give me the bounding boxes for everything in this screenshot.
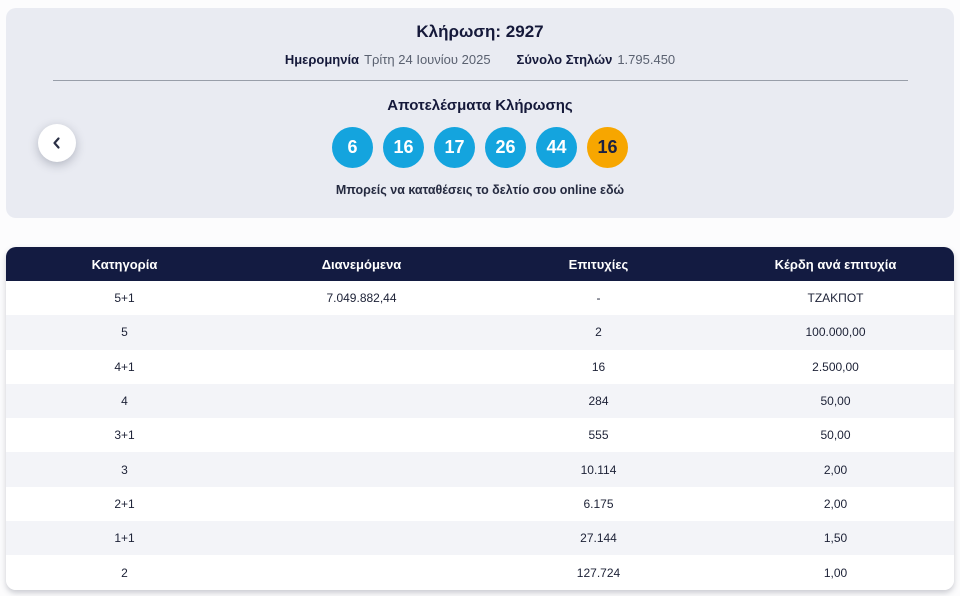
draw-results-panel: Κλήρωση: 2927 Ημερομηνία Τρίτη 24 Ιουνίου…	[6, 8, 954, 218]
winning-number-ball: 6	[332, 127, 373, 168]
table-cell: 7.049.882,44	[326, 291, 397, 306]
prize-table-header: Κατηγορία Διανεμόμενα Επιτυχίες Κέρδη ανά ε…	[6, 247, 954, 281]
table-cell: 4	[121, 394, 128, 409]
table-cell: 3	[121, 462, 128, 477]
table-row: 3+1 555 50,00	[6, 418, 954, 453]
winning-numbers: 6 16 17 26 44 16	[6, 127, 954, 168]
draw-meta: Ημερομηνία Τρίτη 24 Ιουνίου 2025 Σύνολο Σ…	[6, 52, 954, 67]
chevron-left-icon	[49, 135, 65, 151]
draw-title: Κλήρωση: 2927	[416, 22, 544, 41]
draw-columns-value: 1.795.450	[617, 52, 676, 67]
table-cell: 6.175	[583, 496, 614, 511]
table-cell: 2	[595, 325, 602, 340]
table-row: 1+1 27.144 1,50	[6, 521, 954, 556]
column-header: Κέρδη ανά επιτυχία	[774, 256, 897, 272]
results-title: Αποτελέσματα Κλήρωσης	[387, 97, 573, 114]
table-cell: 27.144	[580, 531, 617, 546]
table-cell: 5	[121, 325, 128, 340]
table-row: 2+1 6.175 2,00	[6, 486, 954, 522]
draw-columns-label: Σύνολο Στηλών	[516, 52, 613, 67]
table-cell: 10.114	[580, 462, 617, 477]
table-row: 3 10.114 2,00	[6, 452, 954, 487]
prize-table-body: 5+1 7.049.882,44 - ΤΖΑΚΠΟΤ 5 2 100.000,00 4+1 16…	[6, 281, 954, 590]
table-cell: 1,50	[823, 531, 848, 546]
table-cell: 555	[588, 428, 609, 443]
table-cell: 2,00	[823, 462, 848, 477]
table-cell: 2.500,00	[812, 359, 859, 374]
table-cell: 284	[588, 394, 609, 409]
table-cell: 3+1	[114, 428, 135, 443]
table-cell: 2+1	[114, 496, 135, 511]
table-cell: 5+1	[114, 291, 135, 306]
table-row: 5+1 7.049.882,44 - ΤΖΑΚΠΟΤ	[6, 281, 954, 316]
table-cell: 50,00	[820, 394, 851, 409]
column-header: Κατηγορία	[91, 256, 158, 272]
divider	[52, 80, 908, 81]
page-container: Κλήρωση: 2927 Ημερομηνία Τρίτη 24 Ιουνίου…	[6, 8, 954, 590]
previous-draw-button[interactable]	[38, 124, 76, 162]
table-row: 5 2 100.000,00	[6, 315, 954, 350]
table-row: 2 127.724 1,00	[6, 555, 954, 590]
draw-date-value: Τρίτη 24 Ιουνίου 2025	[364, 52, 491, 67]
table-row: 4+1 16 2.500,00	[6, 349, 954, 384]
table-cell: 16	[591, 359, 606, 374]
submit-online-link[interactable]: Μπορείς να καταθέσεις το δελτίο σου onli…	[335, 183, 625, 197]
table-cell: 100.000,00	[805, 325, 866, 340]
table-cell: 1,00	[823, 565, 848, 580]
winning-number-ball: 44	[536, 127, 577, 168]
winning-number-ball: 17	[434, 127, 475, 168]
table-cell: 127.724	[576, 565, 621, 580]
winning-number-ball: 26	[485, 127, 526, 168]
table-cell: 1+1	[114, 531, 135, 546]
table-cell: 2	[121, 565, 128, 580]
draw-columns: Σύνολο Στηλών 1.795.450	[517, 52, 676, 67]
draw-date: Ημερομηνία Τρίτη 24 Ιουνίου 2025	[285, 52, 491, 67]
column-header: Διανεμόμενα	[321, 256, 402, 272]
column-header: Επιτυχίες	[568, 256, 629, 272]
table-row: 4 284 50,00	[6, 383, 954, 419]
winning-number-ball: 16	[383, 127, 424, 168]
bonus-number-ball: 16	[587, 127, 628, 168]
table-cell: -	[596, 291, 601, 306]
table-cell: 2,00	[823, 496, 848, 511]
prize-table: Κατηγορία Διανεμόμενα Επιτυχίες Κέρδη ανά ε…	[6, 247, 954, 590]
table-cell: 4+1	[114, 359, 135, 374]
draw-date-label: Ημερομηνία	[284, 52, 360, 67]
table-cell: 50,00	[820, 428, 851, 443]
table-cell: ΤΖΑΚΠΟΤ	[807, 291, 864, 306]
